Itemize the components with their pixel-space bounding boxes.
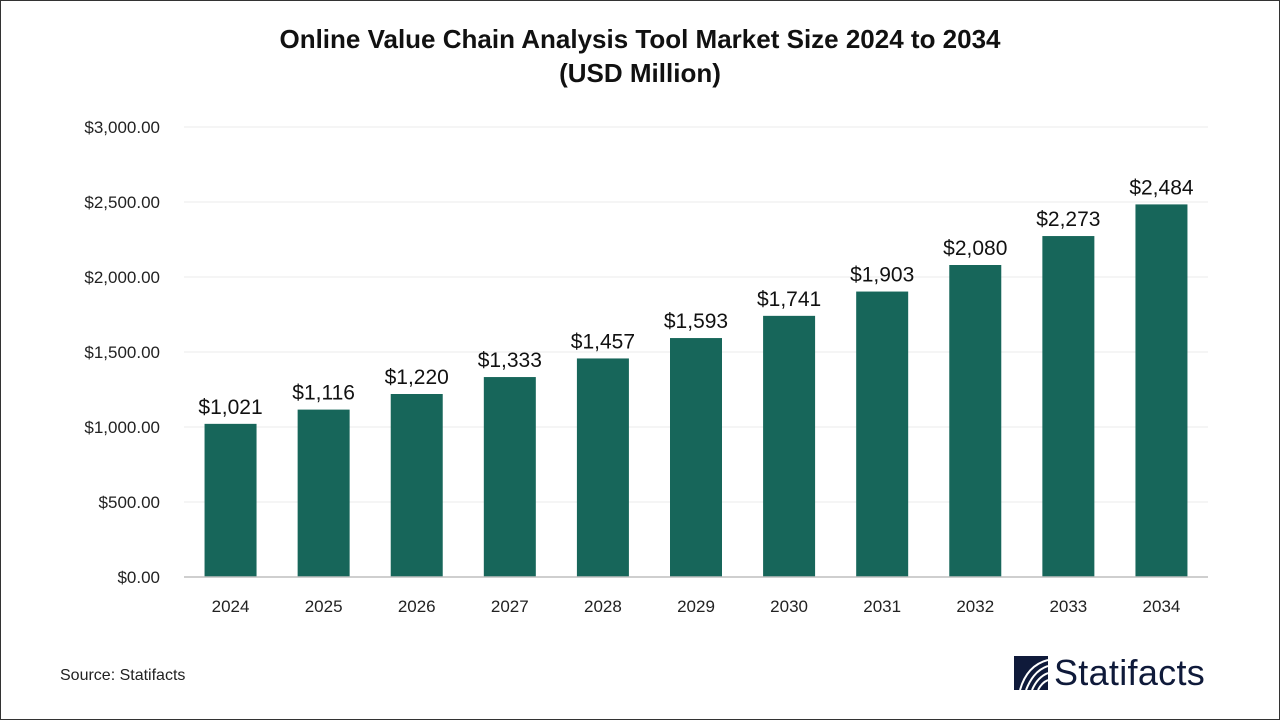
data-label: $1,021 <box>198 396 262 419</box>
y-tick-label: $2,000.00 <box>84 268 160 287</box>
x-tick-label: 2032 <box>956 597 994 616</box>
x-tick-label: 2027 <box>491 597 529 616</box>
logo-text: Statifacts <box>1054 652 1206 693</box>
data-label: $1,593 <box>664 310 728 333</box>
data-label: $2,484 <box>1129 176 1194 199</box>
y-tick-label: $0.00 <box>117 568 160 587</box>
source-note: Source: Statifacts <box>60 667 186 684</box>
x-tick-label: 2034 <box>1143 597 1181 616</box>
x-tick-label: 2031 <box>863 597 901 616</box>
bar-2032 <box>949 265 1002 577</box>
data-label: $2,080 <box>943 237 1007 260</box>
data-label: $1,457 <box>571 330 635 353</box>
bar-2029 <box>670 338 722 577</box>
statifacts-logo: Statifacts <box>1014 652 1205 694</box>
bar-2030 <box>763 315 816 577</box>
data-label: $1,116 <box>292 382 355 405</box>
data-label: $1,741 <box>757 288 821 311</box>
bar-2031 <box>856 291 909 577</box>
chart-title: Online Value Chain Analysis Tool Market … <box>0 22 1280 90</box>
bar-2034 <box>1135 204 1188 577</box>
x-tick-label: 2024 <box>212 597 250 616</box>
bar-2026 <box>390 394 443 577</box>
data-label: $1,220 <box>385 366 449 389</box>
bar-2024 <box>204 423 257 577</box>
title-line-2: (USD Million) <box>559 58 721 88</box>
x-tick-label: 2025 <box>305 597 343 616</box>
x-tick-label: 2026 <box>398 597 436 616</box>
bar-2033 <box>1042 236 1095 578</box>
bar-2025 <box>297 409 350 577</box>
data-label: $1,333 <box>478 349 542 372</box>
bar-2027 <box>483 377 536 577</box>
y-tick-label: $1,000.00 <box>84 418 160 437</box>
data-label: $1,903 <box>850 264 914 287</box>
y-tick-label: $2,500.00 <box>84 193 160 212</box>
data-label: $2,273 <box>1036 208 1100 231</box>
x-tick-label: 2028 <box>584 597 622 616</box>
y-tick-label: $3,000.00 <box>84 118 160 137</box>
x-tick-label: 2029 <box>677 597 715 616</box>
y-tick-label: $1,500.00 <box>84 343 160 362</box>
y-tick-label: $500.00 <box>99 493 160 512</box>
x-tick-label: 2030 <box>770 597 808 616</box>
x-tick-label: 2033 <box>1049 597 1087 616</box>
bar-2028 <box>576 358 629 577</box>
title-line-1: Online Value Chain Analysis Tool Market … <box>279 24 1001 54</box>
statifacts-logo-icon <box>1014 656 1048 690</box>
